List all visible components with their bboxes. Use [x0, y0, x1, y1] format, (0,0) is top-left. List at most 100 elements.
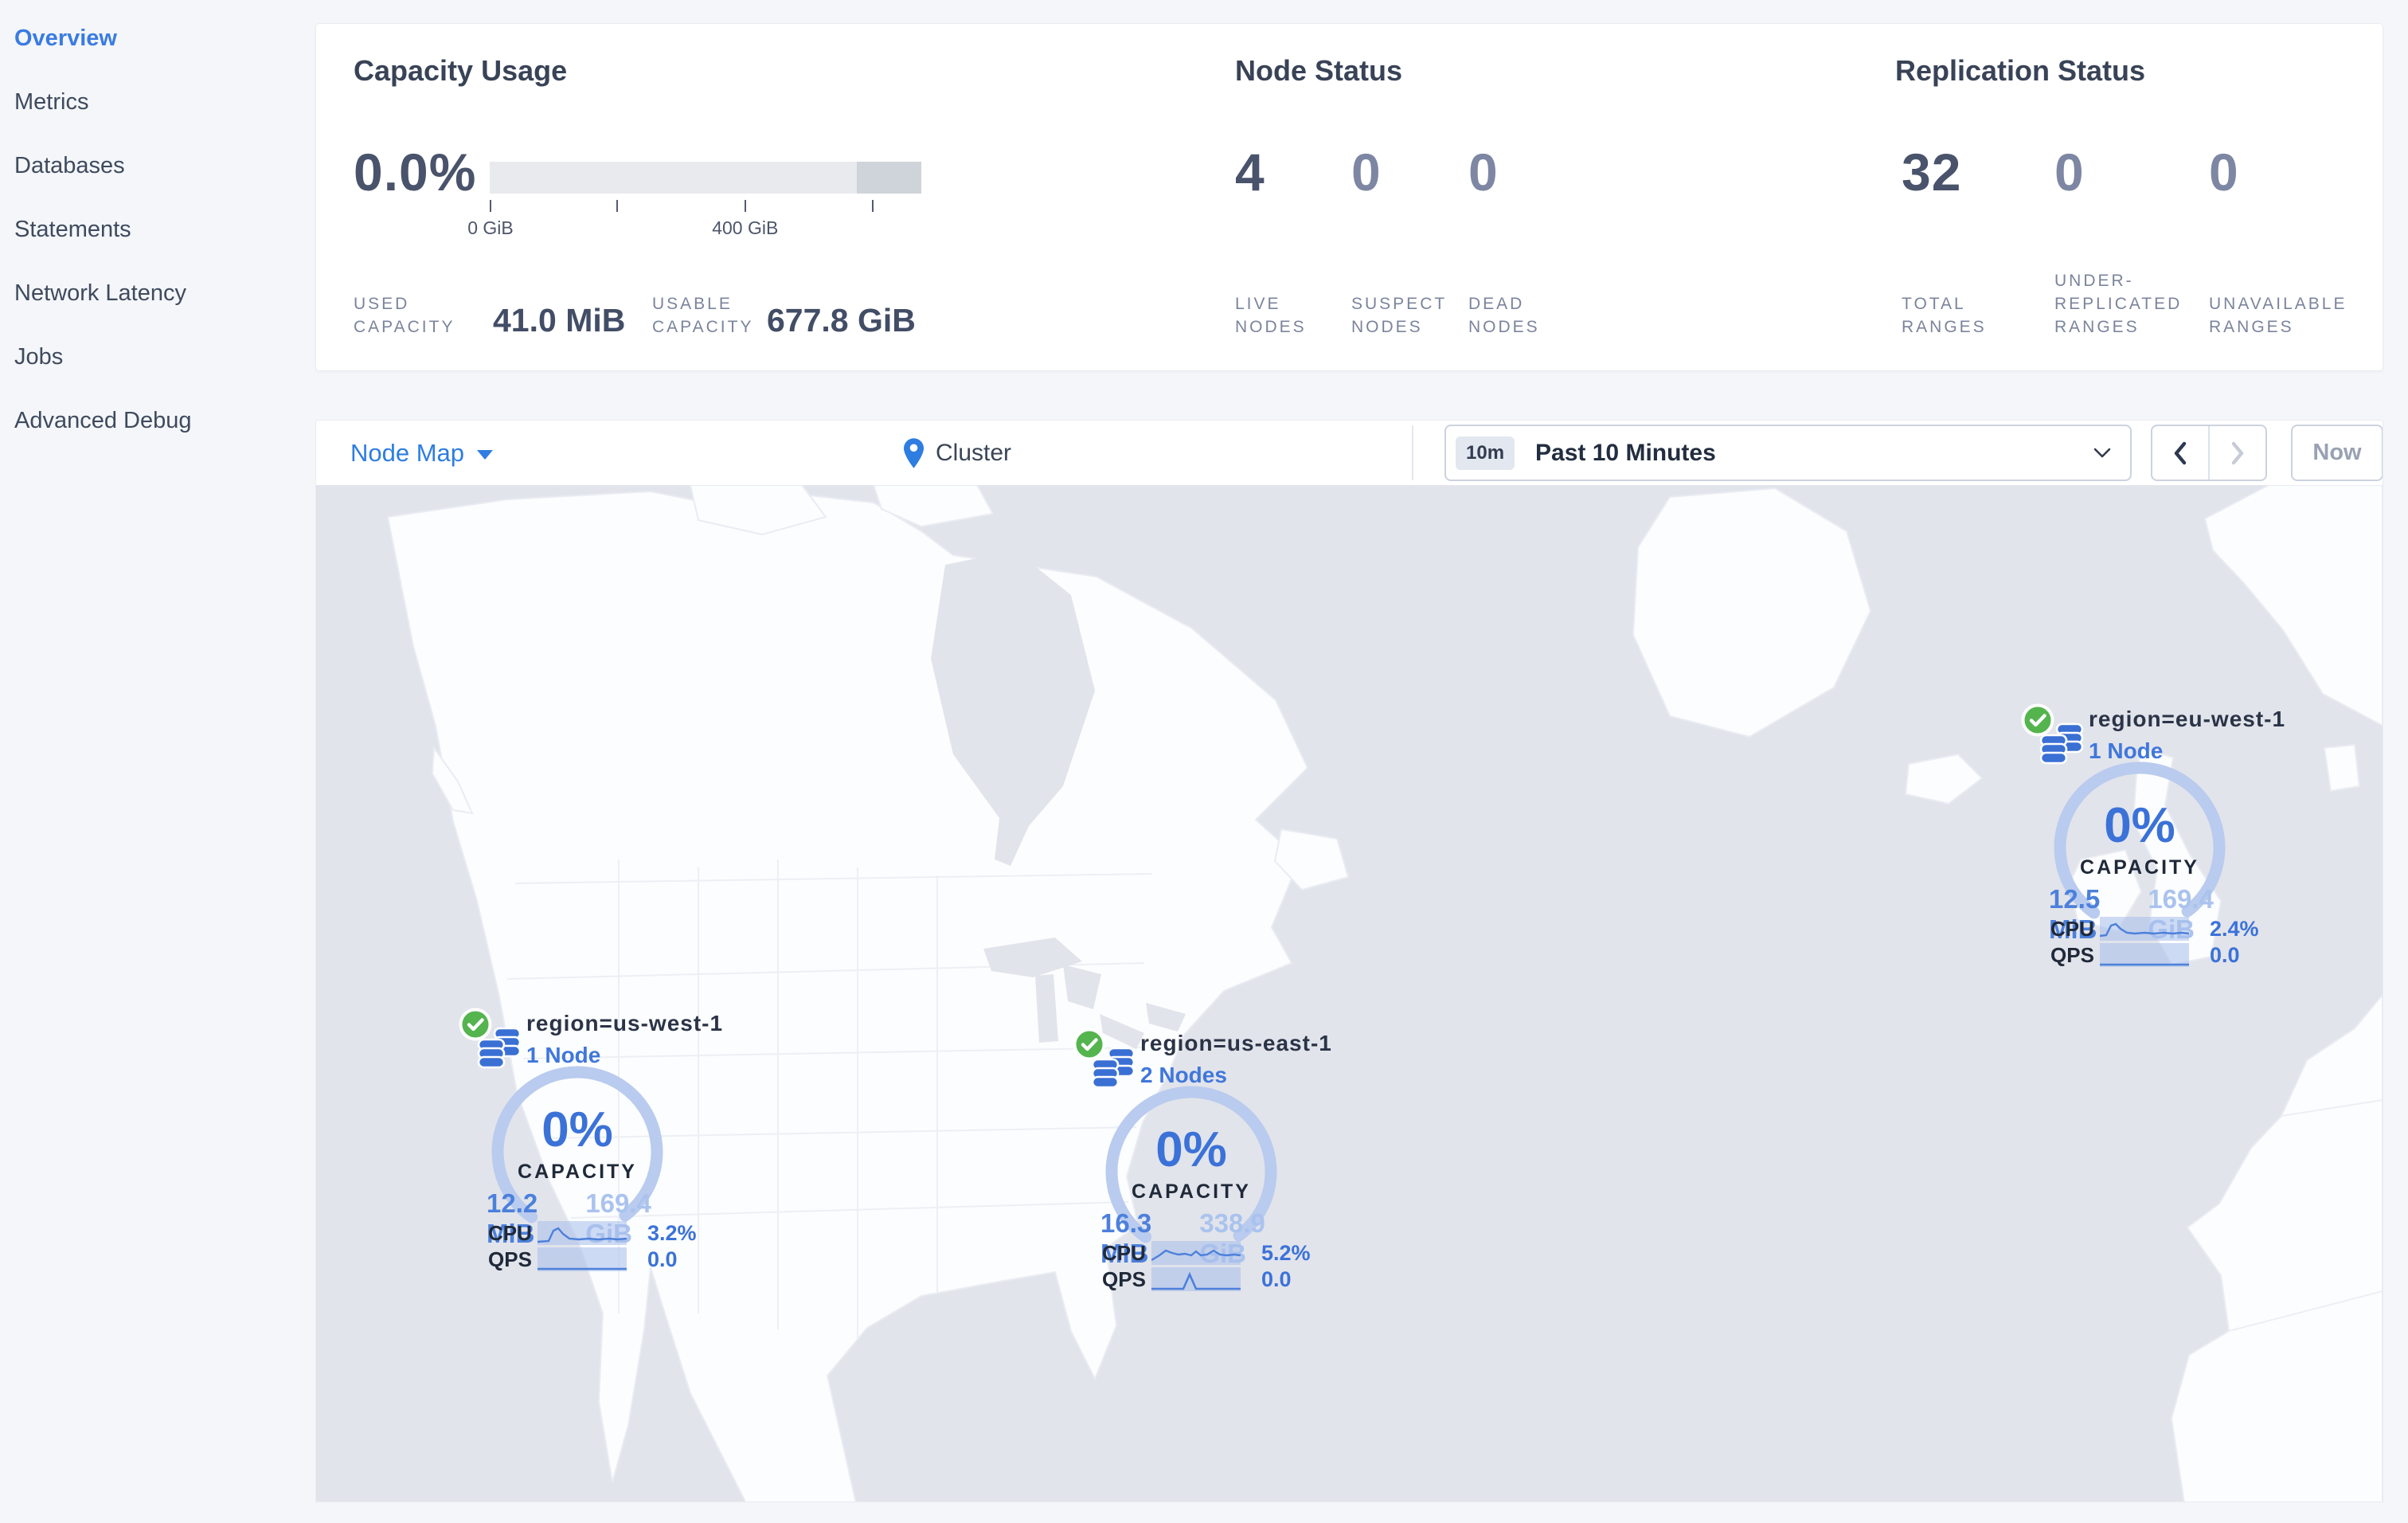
cpu-label: CPU — [1102, 1240, 1146, 1265]
view-mode-dropdown[interactable]: Node Map — [350, 421, 494, 485]
country-borders — [2228, 1099, 2383, 1332]
node-map-panel: Node Map Cluster 10m Past 10 Minutes — [315, 420, 2383, 1502]
node-count-link[interactable]: 1 Node — [2089, 738, 2164, 763]
region-marker-us-east-1[interactable]: region=us-east-1 2 Nodes 0% CAPACITY 16.… — [1056, 1024, 1331, 1295]
qps-label: QPS — [1102, 1267, 1146, 1291]
sidebar-item-network-latency[interactable]: Network Latency — [14, 280, 186, 306]
capacity-percent: 0% — [2104, 798, 2175, 853]
live-nodes-label: LIVE NODES — [1235, 295, 1307, 336]
cpu-sparkline — [538, 1221, 627, 1245]
usable-capacity-label: USABLE CAPACITY — [652, 295, 754, 336]
capacity-usage-title: Capacity Usage — [354, 54, 568, 87]
now-button[interactable]: Now — [2291, 425, 2383, 481]
used-capacity-value: 12.5 MiB — [2049, 884, 2101, 944]
capacity-usage-percent: 0.0% — [354, 143, 477, 202]
water-hudson-bay — [931, 550, 1095, 866]
capacity-percent: 0% — [1155, 1122, 1227, 1177]
under-replicated-ranges-count: 0 — [2054, 143, 2085, 202]
landmass-north-america — [386, 490, 1309, 1501]
toolbar-divider — [1412, 425, 1413, 480]
cpu-value: 3.2% — [647, 1220, 697, 1245]
qps-value: 0.0 — [2210, 942, 2240, 967]
world-map[interactable]: region=us-west-1 1 Node 0% CAPACITY 12.2… — [316, 485, 2383, 1501]
landmass-vancouver-island — [431, 746, 474, 815]
sidebar-item-advanced-debug[interactable]: Advanced Debug — [14, 407, 192, 433]
capacity-percent: 0% — [541, 1102, 613, 1157]
map-toolbar: Node Map Cluster 10m Past 10 Minutes — [316, 421, 2383, 485]
region-label: region=us-east-1 — [1140, 1031, 1332, 1055]
database-stack-icon — [1091, 1047, 1136, 1089]
step-forward-button[interactable] — [2210, 426, 2265, 480]
region-label: region=us-west-1 — [526, 1011, 724, 1036]
node-status-title: Node Status — [1235, 54, 1403, 87]
map-pin-icon — [904, 437, 924, 468]
chevron-down-icon — [2093, 448, 2111, 458]
capacity-label: CAPACITY — [2080, 856, 2199, 879]
breadcrumb[interactable]: Cluster — [904, 421, 1011, 485]
qps-sparkline — [2100, 943, 2189, 967]
capacity-usage-bar: 0 GiB 400 GiB — [467, 162, 921, 238]
landmass-arctic-islands — [689, 485, 995, 536]
landmass-iceland — [1904, 753, 1984, 805]
unavailable-ranges-label: UNAVAILABLE RANGES — [2209, 295, 2347, 336]
chevron-right-icon — [2231, 441, 2244, 464]
region-marker-us-west-1[interactable]: region=us-west-1 1 Node 0% CAPACITY 12.2… — [442, 1004, 722, 1275]
cpu-value: 2.4% — [2210, 916, 2259, 941]
unavailable-ranges-count: 0 — [2209, 143, 2239, 202]
qps-label: QPS — [488, 1247, 532, 1271]
landmass-denmark — [2323, 743, 2361, 793]
view-mode-label: Node Map — [350, 438, 465, 467]
used-capacity-value: 41.0 MiB — [493, 302, 626, 339]
time-range-badge: 10m — [1456, 436, 1515, 470]
sidebar-item-jobs[interactable]: Jobs — [14, 343, 64, 370]
time-range-dropdown[interactable]: 10m Past 10 Minutes — [1444, 425, 2132, 481]
sidebar: Overview Metrics Databases Statements Ne… — [0, 0, 315, 1523]
status-healthy-icon — [459, 1008, 492, 1041]
capacity-axis-tick — [744, 200, 746, 212]
landmass-great-britain — [2132, 746, 2222, 966]
landmass-scandinavia — [2203, 485, 2383, 727]
step-buttons-divider — [2208, 426, 2210, 480]
capacity-label: CAPACITY — [1132, 1180, 1251, 1203]
capacity-gauge-arc — [1105, 1086, 1277, 1258]
capacity-bar-reserved-segment — [856, 162, 921, 194]
total-ranges-count: 32 — [1902, 143, 1962, 202]
capacity-label: CAPACITY — [518, 1161, 637, 1183]
step-back-button[interactable] — [2152, 426, 2208, 480]
cpu-label: CPU — [2050, 916, 2094, 941]
sidebar-item-metrics[interactable]: Metrics — [14, 88, 89, 115]
used-capacity-label: USED CAPACITY — [354, 295, 455, 336]
cpu-sparkline — [1151, 1241, 1241, 1265]
capacity-axis-tick — [872, 200, 874, 212]
chevron-down-icon — [477, 449, 494, 460]
landmass-newfoundland — [1273, 828, 1350, 891]
region-label: region=eu-west-1 — [2089, 707, 2286, 731]
cpu-sparkline — [2100, 917, 2189, 941]
cpu-label: CPU — [488, 1220, 532, 1245]
suspect-nodes-count: 0 — [1351, 143, 1382, 202]
node-count-link[interactable]: 2 Nodes — [1140, 1063, 1227, 1087]
region-marker-eu-west-1[interactable]: region=eu-west-1 1 Node 0% CAPACITY 12.5… — [2004, 700, 2285, 971]
status-healthy-icon — [1073, 1028, 1106, 1061]
capacity-axis-tick — [490, 200, 491, 212]
node-count-link[interactable]: 1 Node — [526, 1043, 601, 1067]
capacity-axis-tick — [616, 200, 619, 212]
usable-capacity-value: 677.8 GiB — [767, 302, 916, 339]
sidebar-item-overview[interactable]: Overview — [14, 25, 117, 51]
water-great-lakes — [983, 938, 1186, 1049]
sidebar-item-databases[interactable]: Databases — [14, 152, 125, 178]
cpu-value: 5.2% — [1261, 1240, 1311, 1265]
under-replicated-ranges-label: UNDER-REPLICATED RANGES — [2054, 272, 2183, 336]
cluster-summary-card: Capacity Usage 0.0% 0 GiB 400 GiB USED C… — [315, 23, 2383, 371]
map-landmass-layer — [386, 485, 2383, 1501]
suspect-nodes-label: SUSPECT NODES — [1351, 295, 1447, 336]
landmass-greenland — [1632, 487, 1872, 738]
dead-nodes-label: DEAD NODES — [1468, 295, 1540, 336]
database-stack-icon — [2039, 722, 2084, 765]
qps-sparkline — [538, 1247, 627, 1271]
sidebar-item-statements[interactable]: Statements — [14, 216, 131, 242]
chevron-left-icon — [2174, 441, 2187, 464]
capacity-gauge-arc — [491, 1066, 663, 1238]
capacity-gauge-arc — [2054, 762, 2226, 934]
dead-nodes-count: 0 — [1468, 143, 1499, 202]
